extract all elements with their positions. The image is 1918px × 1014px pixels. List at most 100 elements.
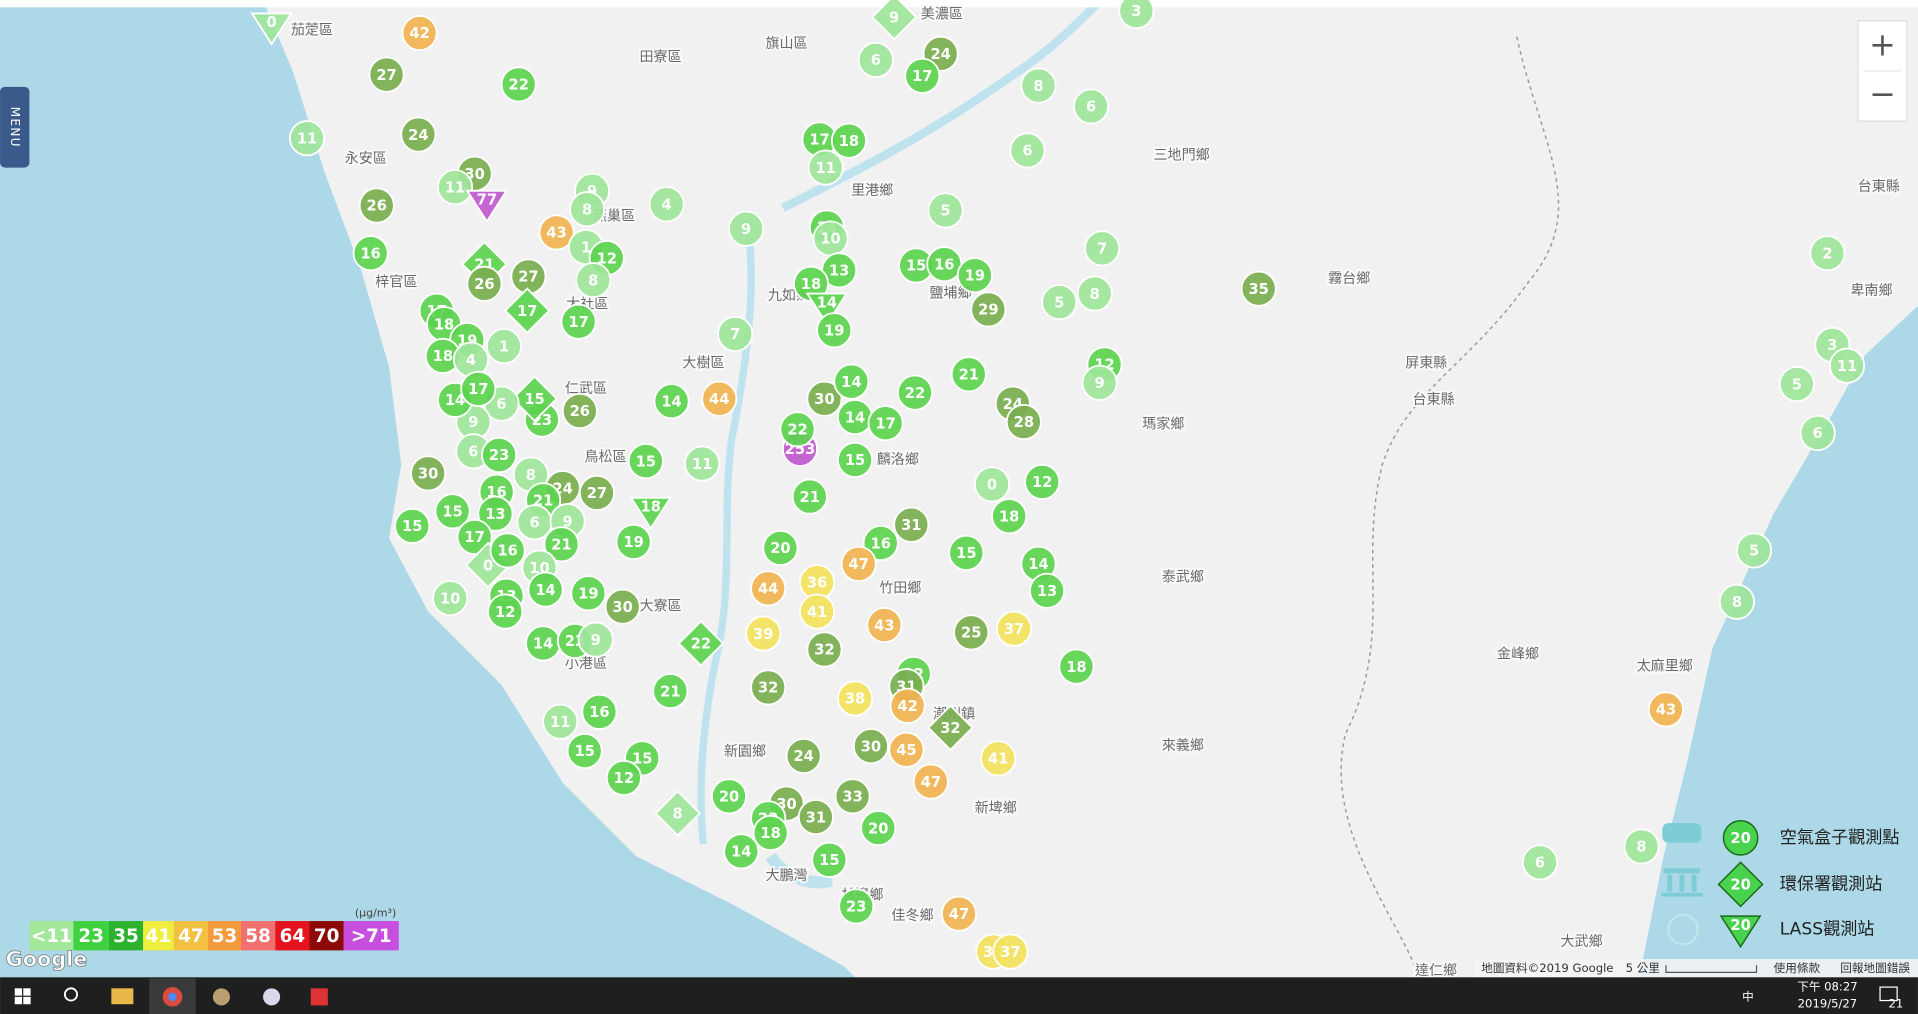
station[interactable]: 41 (799, 593, 836, 630)
app-icon[interactable] (212, 988, 230, 1006)
station[interactable]: 14 (805, 292, 849, 326)
station[interactable]: 1 (485, 328, 523, 365)
station[interactable]: 15 (627, 443, 664, 480)
station[interactable]: 11 (807, 149, 844, 186)
station[interactable]: 26 (466, 265, 503, 302)
station[interactable]: 44 (750, 570, 787, 607)
station[interactable]: 8 (575, 262, 612, 299)
station[interactable]: 9 (870, 0, 918, 41)
station[interactable]: 3 (1118, 0, 1155, 30)
station[interactable]: 47 (912, 763, 949, 800)
station[interactable]: 15 (566, 732, 603, 770)
station[interactable]: 21 (950, 356, 987, 393)
station[interactable]: 20 (860, 810, 897, 847)
station[interactable]: 47 (940, 895, 978, 932)
station[interactable]: 23 (481, 436, 518, 474)
station[interactable]: 8 (1020, 67, 1057, 104)
station[interactable]: 16 (862, 525, 899, 562)
station[interactable]: 18 (629, 496, 673, 531)
station[interactable]: 6 (857, 41, 894, 78)
station[interactable]: 17 (904, 57, 941, 94)
station[interactable]: 7 (1084, 230, 1121, 267)
station[interactable]: 14 (653, 383, 690, 420)
station[interactable]: 42 (889, 687, 926, 724)
station[interactable]: 18 (752, 814, 789, 852)
clock-time[interactable]: 下午 08:27 (1797, 980, 1857, 994)
station[interactable]: 6 (1073, 88, 1110, 125)
station[interactable]: 15 (811, 841, 848, 878)
station[interactable]: 32 (927, 704, 974, 752)
station[interactable]: 8 (1076, 275, 1113, 312)
zoom-in[interactable]: + (1869, 26, 1896, 63)
station[interactable]: 25 (953, 614, 990, 651)
station[interactable]: 15 (434, 493, 471, 530)
station[interactable]: 22 (779, 411, 816, 448)
station[interactable]: 5 (1041, 284, 1078, 321)
station[interactable]: 15 (511, 375, 558, 423)
station[interactable]: 0 (973, 466, 1011, 503)
station[interactable]: 22 (896, 374, 934, 411)
station[interactable]: 31 (797, 799, 834, 836)
station[interactable]: 2 (1809, 235, 1846, 272)
app-icon[interactable] (310, 988, 328, 1006)
station[interactable]: 31 (893, 506, 930, 543)
station[interactable]: 24 (400, 116, 437, 153)
station[interactable]: 10 (812, 220, 849, 257)
zoom-out[interactable]: − (1869, 75, 1896, 112)
station[interactable]: 23 (838, 888, 875, 925)
station[interactable]: 11 (542, 703, 579, 740)
station[interactable]: 24 (785, 737, 822, 774)
station[interactable]: 7 (717, 315, 754, 352)
station[interactable]: 13 (1029, 572, 1066, 609)
station[interactable]: 26 (358, 187, 395, 224)
station[interactable]: 20 (762, 529, 799, 567)
station[interactable]: 37 (992, 933, 1029, 970)
station[interactable]: 16 (926, 246, 963, 283)
station[interactable]: 77 (465, 189, 509, 224)
station[interactable]: 14 (836, 399, 874, 436)
station[interactable]: 14 (723, 833, 760, 870)
station[interactable]: 14 (1020, 545, 1057, 582)
station[interactable]: 38 (836, 680, 874, 717)
station[interactable]: 4 (648, 186, 685, 223)
station[interactable]: 43 (1647, 691, 1685, 728)
station[interactable]: 47 (840, 545, 877, 582)
station[interactable]: 36 (799, 564, 836, 601)
clock-date[interactable]: 2019/5/27 (1798, 997, 1858, 1011)
station[interactable]: 19 (615, 523, 652, 560)
start-button[interactable] (14, 988, 31, 1005)
station[interactable]: 10 (432, 580, 469, 617)
station[interactable]: 11 (1828, 347, 1866, 384)
station[interactable]: 5 (1736, 532, 1773, 569)
station[interactable]: 19 (956, 257, 993, 294)
report-link[interactable]: 回報地圖錯誤 (1840, 961, 1910, 975)
station[interactable]: 11 (289, 120, 326, 157)
station[interactable]: 17 (460, 370, 497, 408)
station[interactable]: 14 (527, 571, 564, 608)
station[interactable]: 22 (500, 66, 537, 103)
station[interactable]: 0 (250, 12, 293, 46)
station[interactable]: 15 (394, 507, 431, 545)
station[interactable]: 17 (456, 518, 493, 556)
station[interactable]: 42 (401, 14, 438, 52)
station[interactable]: 17 (560, 303, 597, 340)
station[interactable]: 37 (996, 610, 1033, 647)
station[interactable]: 6 (1009, 132, 1046, 169)
station[interactable]: 18 (1058, 648, 1095, 685)
station[interactable]: 19 (570, 575, 607, 612)
station[interactable]: 12 (605, 759, 642, 796)
station[interactable]: 14 (833, 363, 870, 400)
station[interactable]: 33 (834, 778, 871, 815)
station[interactable]: 41 (980, 740, 1017, 777)
station[interactable]: 5 (1778, 366, 1815, 403)
station[interactable]: 8 (569, 191, 606, 228)
station[interactable]: 30 (806, 380, 843, 417)
station[interactable]: 27 (368, 56, 405, 93)
station[interactable]: 30 (604, 588, 641, 625)
station[interactable]: 14 (525, 625, 562, 662)
station[interactable]: 45 (888, 731, 925, 768)
station[interactable]: 13 (477, 495, 514, 532)
station[interactable]: 11 (437, 169, 474, 206)
notification-icon[interactable] (1879, 986, 1898, 1002)
station[interactable]: 5 (927, 192, 964, 229)
